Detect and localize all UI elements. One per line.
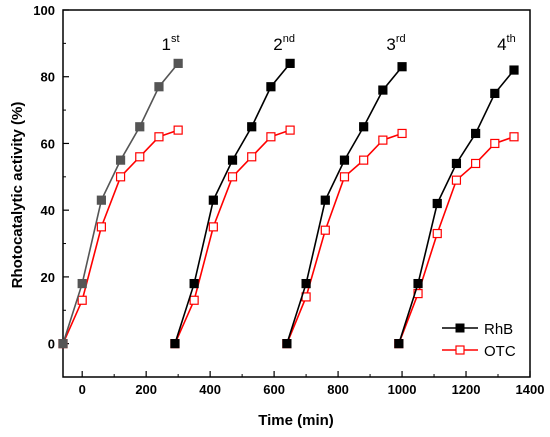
y-tick-label: 100 — [33, 3, 55, 18]
data-point-otc — [339, 172, 350, 182]
cycle-label-suffix: rd — [396, 33, 406, 45]
data-point-otc — [432, 228, 442, 239]
data-point-rhb — [77, 278, 87, 289]
x-tick-label: 0 — [79, 382, 86, 397]
cycle-label-number: 3 — [386, 35, 395, 54]
x-tick-label: 600 — [263, 382, 285, 397]
data-point-rhb — [394, 339, 404, 349]
data-point-rhb — [490, 88, 500, 99]
x-tick-label: 800 — [327, 382, 349, 397]
data-point-rhb — [189, 278, 199, 289]
data-point-otc — [154, 132, 164, 142]
data-point-rhb — [413, 278, 423, 289]
plot-frame — [62, 9, 531, 378]
data-point-otc — [471, 158, 481, 169]
legend: RhB OTC — [437, 312, 525, 367]
data-point-rhb — [320, 195, 330, 205]
x-tick-label: 200 — [135, 382, 157, 397]
data-point-otc — [378, 135, 388, 145]
cycle-label-suffix: nd — [283, 33, 295, 45]
cycle-labels: 1st 2nd 3rd 4th — [162, 33, 516, 54]
cycle-label: 1st — [162, 33, 180, 54]
data-point-otc — [208, 222, 218, 232]
legend-rhb-marker — [455, 323, 465, 333]
cycle-label: 4th — [497, 33, 516, 54]
cycle-label-suffix: th — [507, 33, 516, 45]
data-point-rhb — [339, 155, 350, 165]
data-point-rhb — [359, 122, 369, 132]
x-tick-label: 1000 — [388, 382, 417, 397]
data-point-rhb — [266, 82, 276, 92]
data-point-otc — [451, 175, 462, 185]
data-point-otc — [173, 125, 183, 135]
data-point-otc — [285, 125, 295, 135]
cycle-label-number: 1 — [162, 35, 171, 54]
axis-ticks: 0 200 400 600 800 1000 1200 1400 0 20 40 60 80 100 — [33, 3, 544, 397]
x-tick-label: 1400 — [516, 382, 545, 397]
x-tick-label: 1200 — [452, 382, 481, 397]
data-point-rhb — [247, 122, 257, 132]
cycle-label-suffix: st — [171, 33, 180, 45]
legend-otc-label: OTC — [484, 343, 516, 360]
y-tick-label: 20 — [41, 270, 55, 285]
legend-box — [437, 312, 525, 367]
series-line-otc-cycle-3 — [286, 132, 403, 344]
cycle-label: 3rd — [386, 33, 405, 54]
data-point-rhb — [173, 58, 183, 68]
data-point-rhb — [115, 155, 126, 165]
cycle-label-number: 4 — [497, 35, 506, 54]
data-point-otc — [509, 132, 519, 142]
x-tick-label: 400 — [199, 382, 221, 397]
data-point-rhb — [135, 122, 145, 132]
y-tick-label: 0 — [48, 337, 55, 352]
data-point-rhb — [397, 62, 407, 72]
data-point-otc — [189, 295, 199, 305]
y-tick-label: 40 — [41, 203, 55, 218]
data-point-otc — [135, 152, 145, 162]
cycle-label: 2nd — [273, 33, 295, 54]
data-point-otc — [96, 222, 106, 232]
cycle-label-number: 2 — [273, 35, 282, 54]
data-point-otc — [359, 155, 369, 165]
data-point-rhb — [378, 85, 388, 95]
y-axis-title: Rhotocatalytic activity (%) — [9, 102, 26, 289]
data-point-otc — [490, 138, 500, 149]
series-line-rhb-cycle-4 — [398, 69, 515, 344]
y-tick-label: 60 — [41, 136, 55, 151]
x-axis-title: Time (min) — [258, 412, 334, 429]
data-point-otc — [247, 152, 257, 162]
data-point-rhb — [285, 58, 295, 68]
data-point-rhb — [282, 339, 292, 349]
y-tick-label: 80 — [41, 70, 55, 85]
data-point-rhb — [227, 155, 238, 165]
data-point-otc — [77, 295, 87, 305]
data-point-rhb — [154, 82, 164, 92]
data-point-rhb — [509, 65, 519, 75]
legend-otc-marker — [455, 345, 465, 355]
data-point-rhb — [451, 158, 462, 169]
data-point-otc — [115, 172, 126, 182]
series-rhb — [58, 58, 519, 349]
data-point-rhb — [96, 195, 106, 205]
data-point-rhb — [208, 195, 218, 205]
data-point-otc — [320, 225, 330, 235]
data-point-rhb — [432, 198, 442, 209]
data-point-otc — [266, 132, 276, 142]
data-point-rhb — [170, 339, 180, 349]
data-point-otc — [397, 128, 407, 139]
data-point-otc — [227, 172, 238, 182]
data-point-rhb — [301, 278, 311, 289]
data-point-rhb — [58, 339, 68, 349]
data-point-rhb — [471, 128, 481, 139]
series-layer — [58, 58, 519, 349]
legend-rhb-label: RhB — [484, 321, 513, 338]
